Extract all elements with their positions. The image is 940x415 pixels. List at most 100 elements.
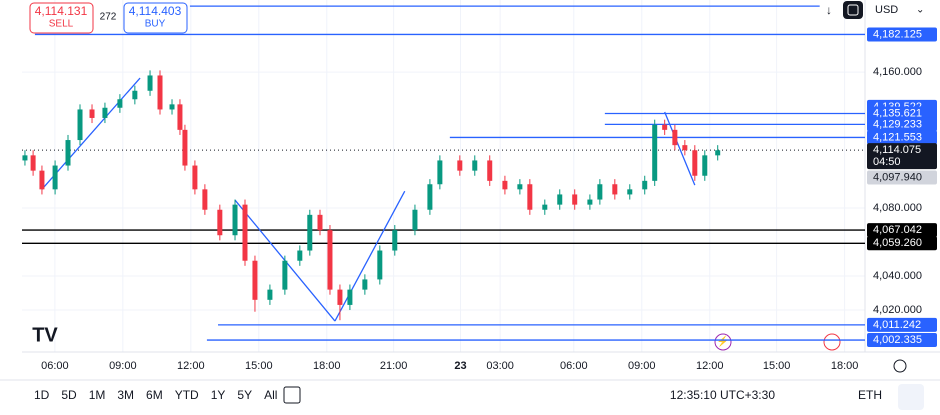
candle-body	[177, 104, 183, 130]
candle-body	[527, 184, 533, 210]
x-tick-label: 21:00	[380, 360, 408, 372]
candle-body	[307, 214, 313, 251]
screenshot-button[interactable]	[843, 1, 863, 19]
date-range-icon[interactable]	[283, 386, 301, 404]
candle-body	[317, 214, 323, 231]
candle-body	[672, 129, 678, 146]
price-label-bg	[867, 106, 937, 121]
period-button[interactable]: All	[264, 388, 277, 402]
candle-body	[267, 289, 273, 300]
candle-body	[232, 204, 238, 236]
candle-body	[627, 189, 633, 195]
candle-body	[117, 99, 123, 108]
y-tick-label: 4,020.000	[873, 304, 922, 316]
x-tick-label: 23	[454, 360, 466, 372]
candle-body	[587, 199, 593, 205]
clock: 12:35:10 UTC+3:30	[670, 388, 775, 402]
event-marker[interactable]	[714, 333, 732, 351]
candle-body	[572, 194, 578, 205]
price-label-bg	[867, 117, 937, 132]
period-button[interactable]: YTD	[175, 388, 199, 402]
price-label: 4,129.233	[873, 118, 922, 130]
candle-body	[362, 279, 368, 290]
price-label-bg	[867, 27, 937, 42]
settings-icon[interactable]	[893, 359, 907, 373]
fullscreen-button[interactable]	[898, 384, 924, 410]
last-price-label: 4,114.075	[873, 144, 921, 156]
candle-body	[377, 250, 383, 280]
candle-body	[517, 184, 523, 190]
x-tick-label: 09:00	[628, 360, 656, 372]
candle-body	[39, 170, 45, 190]
spread: 272	[100, 12, 117, 23]
candle-body	[169, 104, 175, 110]
price-label: 4,097.940	[873, 171, 922, 183]
bar-countdown: 04:50	[873, 156, 901, 168]
period-button[interactable]: 5D	[61, 388, 77, 402]
trendline[interactable]	[41, 77, 141, 190]
candle-body	[182, 129, 188, 166]
candle-body	[542, 204, 548, 210]
x-tick-label: 18:00	[831, 360, 859, 372]
price-label: 4,059.260	[873, 237, 922, 249]
x-tick-label: 15:00	[245, 360, 273, 372]
candle-body	[437, 160, 443, 185]
x-tick-label: 12:00	[177, 360, 205, 372]
buy-label: BUY	[145, 19, 166, 30]
x-tick-label: 06:00	[560, 360, 588, 372]
period-button[interactable]: 1Y	[211, 388, 226, 402]
period-button[interactable]: 3M	[117, 388, 134, 402]
price-label: 4,182.125	[873, 28, 922, 40]
trendline[interactable]	[334, 190, 406, 322]
buy-button[interactable]	[123, 2, 188, 34]
y-tick-label: 4,160.000	[873, 66, 922, 78]
news-marker[interactable]	[823, 333, 841, 351]
currency-dropdown[interactable]: ⌄	[916, 5, 924, 16]
price-label: 4,002.335	[873, 334, 922, 346]
candle-body	[252, 260, 258, 300]
session[interactable]: ETH	[858, 388, 882, 402]
price-label-bg	[867, 130, 937, 145]
candle-body	[65, 140, 71, 166]
candle-body	[457, 160, 463, 171]
trendline[interactable]	[664, 111, 696, 186]
x-tick-label: 18:00	[313, 360, 341, 372]
candle-body	[22, 155, 28, 161]
screenshot-icon	[847, 4, 859, 16]
candle-body	[612, 184, 618, 195]
period-button[interactable]: 6M	[146, 388, 163, 402]
candle-body	[77, 109, 83, 141]
candle-body	[192, 165, 198, 190]
candle-body	[427, 184, 433, 210]
x-tick-label: 06:00	[41, 360, 69, 372]
price-label: 4,135.621	[873, 107, 922, 119]
candle-body	[157, 75, 163, 110]
candle-body	[147, 75, 153, 91]
period-button[interactable]: 1D	[34, 388, 50, 402]
candle-body	[487, 160, 493, 181]
period-button[interactable]: 1M	[89, 388, 106, 402]
candle-body	[392, 230, 398, 251]
scroll-icon[interactable]: ↓	[826, 3, 832, 17]
period-button[interactable]: 5Y	[237, 388, 252, 402]
candle-body	[202, 189, 208, 210]
candle-body	[682, 145, 688, 151]
currency[interactable]: USD	[875, 4, 898, 16]
candle-body	[282, 260, 288, 290]
candle-body	[337, 289, 343, 305]
candle-body	[30, 155, 36, 171]
buy-price: 4,114.403	[129, 4, 182, 18]
candle-body	[642, 180, 648, 190]
y-tick-label: 4,080.000	[873, 202, 922, 214]
sell-button[interactable]	[29, 2, 94, 34]
y-tick-label: 4,040.000	[873, 270, 922, 282]
sell-label: SELL	[49, 19, 74, 30]
price-label: 4,067.042	[873, 224, 922, 236]
candle-body	[715, 150, 721, 156]
price-label: 4,011.242	[873, 319, 921, 331]
candle-body	[297, 250, 303, 261]
candle-body	[132, 90, 138, 100]
candle-body	[52, 165, 58, 190]
x-tick-label: 09:00	[109, 360, 137, 372]
